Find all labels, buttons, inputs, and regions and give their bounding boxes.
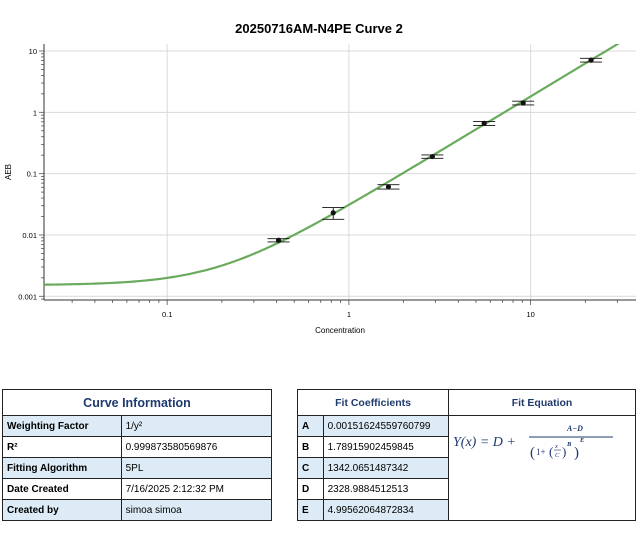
fitting-algorithm-label: Fitting Algorithm [2, 457, 122, 479]
coefficient-b-key: B [297, 436, 324, 458]
date-created-value: 7/16/2025 2:12:32 PM [120, 478, 273, 500]
svg-text:(: ( [549, 444, 553, 459]
coefficient-c-key: C [297, 457, 324, 479]
curve-information-table: Curve Information Weighting Factor 1/y² … [2, 389, 273, 521]
data-point [385, 184, 392, 190]
svg-text:1+: 1+ [536, 447, 546, 457]
svg-text:): ) [574, 445, 579, 461]
y-axis-label: AEB [4, 164, 13, 180]
x-axis-label: Concentration [315, 326, 365, 335]
svg-text:A−D: A−D [566, 424, 583, 433]
y-tick-label: 0.1 [27, 170, 37, 179]
table-row: Created by simoa simoa [2, 499, 273, 521]
data-point [429, 153, 435, 160]
coefficient-e-key: E [297, 499, 324, 521]
coefficient-e-value: 4.99562064872834 [322, 499, 450, 521]
table-row: A 0.00151624559760799 Y(x) = D + A−D ( 1… [297, 415, 636, 521]
fit-curve-line [44, 44, 620, 286]
table-row: R² 0.999873580569876 [2, 436, 273, 458]
y-tick-label: 10 [29, 47, 37, 56]
created-by-value: simoa simoa [120, 499, 273, 521]
data-point [588, 57, 594, 63]
table-row: D 2328.9884512513 [297, 478, 636, 500]
svg-text:C: C [555, 452, 560, 459]
coefficient-c-value: 1342.0651487342 [322, 457, 450, 479]
table-row: Date Created 7/16/2025 2:12:32 PM [2, 478, 273, 500]
weighting-factor-value: 1/y² [120, 415, 273, 437]
fit-equation-cell: Y(x) = D + A−D ( 1+ ( x C ) B ) E [448, 415, 636, 521]
coefficient-b-value: 1.78915902459845 [322, 436, 450, 458]
fit-equation-title: Fit Equation [448, 389, 636, 416]
svg-text:B: B [566, 441, 572, 448]
fit-coefficients-title: Fit Coefficients [296, 389, 450, 416]
table-row: C 1342.0651487342 [297, 457, 636, 479]
svg-text:): ) [562, 444, 566, 459]
coefficient-d-key: D [297, 478, 324, 500]
r-squared-label: R² [2, 436, 122, 458]
weighting-factor-label: Weighting Factor [2, 415, 122, 437]
y-tick-label: 0.01 [22, 231, 37, 240]
table-row: E 4.99562064872834 [297, 499, 636, 521]
svg-text:(: ( [530, 445, 535, 461]
x-tick-label: 1 [347, 310, 351, 319]
data-point [275, 237, 282, 243]
data-point [520, 100, 526, 106]
svg-text:Y(x) = D +: Y(x) = D + [453, 435, 516, 450]
table-row: Fitting Algorithm 5PL [2, 457, 273, 479]
y-tick-label: 1 [33, 108, 37, 117]
data-point [330, 210, 336, 216]
svg-text:E: E [579, 437, 585, 444]
date-created-label: Date Created [2, 478, 122, 500]
curve-information-title: Curve Information [2, 389, 272, 416]
y-tick-label: 0.001 [18, 292, 37, 301]
coefficient-a-value: 0.00151624559760799 [322, 415, 450, 437]
fit-coefficients-table: Fit Coefficients Fit Equation A 0.001516… [296, 389, 636, 521]
x-tick-label: 0.1 [162, 310, 172, 319]
coefficient-a-key: A [297, 415, 324, 437]
calibration-chart: 20250716AM-N4PE Curve 2 0.1 1 100.0010.010… [4, 21, 636, 335]
chart-title: 20250716AM-N4PE Curve 2 [235, 21, 403, 36]
created-by-label: Created by [2, 499, 122, 521]
x-tick-label: 10 [526, 310, 534, 319]
coefficient-d-value: 2328.9884512513 [322, 478, 450, 500]
table-row: Weighting Factor 1/y² [2, 415, 273, 437]
fit-equation-formula: Y(x) = D + A−D ( 1+ ( x C ) B ) E [453, 424, 614, 461]
fitting-algorithm-value: 5PL [120, 457, 273, 479]
data-point [481, 120, 487, 126]
r-squared-value: 0.999873580569876 [120, 436, 273, 458]
plot-area: 0.1 1 10 0.001 0.01 0.1 1 10 [18, 44, 636, 319]
svg-text:x: x [554, 443, 558, 450]
